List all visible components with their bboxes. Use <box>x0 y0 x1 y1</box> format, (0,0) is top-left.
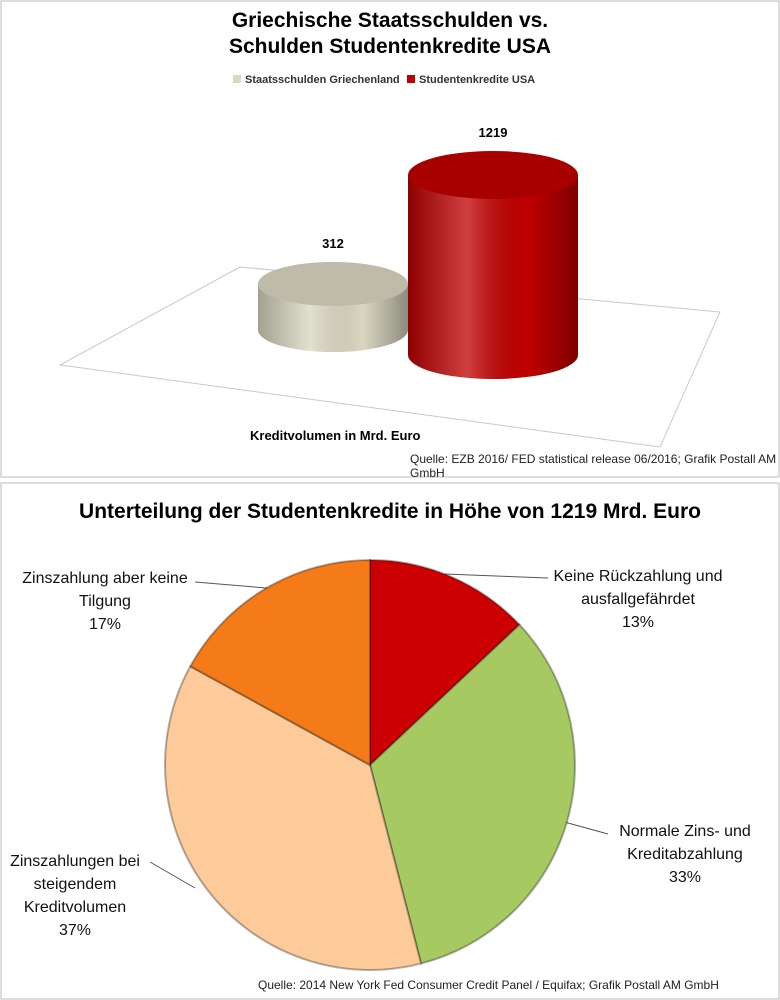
pie-slice <box>188 558 371 767</box>
value-label: 13% <box>621 614 655 631</box>
category-label: Normale Zins- und Kreditabzahlung <box>619 823 751 863</box>
legend-swatch <box>233 75 241 83</box>
legend-label: Staatsschulden Griechenland <box>245 74 400 86</box>
legend-label: Studentenkredite USA <box>419 74 535 86</box>
cylinder-top <box>258 261 408 306</box>
pie-slice <box>164 664 423 971</box>
cylinder <box>408 151 578 379</box>
cylinder <box>258 261 408 352</box>
value-label: 33% <box>668 869 702 886</box>
x-axis-label: Kreditvolumen in Mrd. Euro <box>250 428 421 443</box>
panel-border <box>0 482 780 1000</box>
cylinder-top-shade <box>258 261 408 306</box>
value-label: 312 <box>322 236 344 251</box>
chart-title: Unterteilung der Studentenkredite in Höh… <box>79 500 701 523</box>
chart-title: Griechische Staatsschulden vs. Schulden … <box>228 9 552 58</box>
slice-label: Zinszahlung aber keine Tilgung 17% <box>20 567 190 636</box>
legend-swatch <box>407 75 415 83</box>
value-label: 1219 <box>479 125 508 140</box>
leader-line <box>444 573 549 579</box>
category-label: Zinszahlung aber keine Tilgung <box>22 570 188 610</box>
cylinder-top <box>408 151 578 199</box>
pie-slice <box>368 623 576 965</box>
slice-label: Keine Rückzahlung und ausfallgefährdet 13… <box>548 565 728 634</box>
source: Quelle: 2014 New York Fed Consumer Credi… <box>258 978 719 992</box>
value-label: 17% <box>88 616 122 633</box>
panel-border <box>0 0 780 478</box>
slice-label: Zinszahlungen bei steigendem Kreditvolum… <box>0 850 150 942</box>
pie-slice <box>369 558 521 768</box>
cylinder-top-shade <box>408 151 578 199</box>
cylinder-shade <box>408 175 578 379</box>
category-label: Keine Rückzahlung und ausfallgefährdet <box>553 568 723 608</box>
value-label: 37% <box>58 922 92 939</box>
source: Quelle: EZB 2016/ FED statistical releas… <box>410 452 777 480</box>
slice-label: Normale Zins- und Kreditabzahlung 33% <box>600 820 770 889</box>
category-label: Zinszahlungen bei steigendem Kreditvolum… <box>10 853 140 916</box>
leader-line <box>149 861 196 889</box>
